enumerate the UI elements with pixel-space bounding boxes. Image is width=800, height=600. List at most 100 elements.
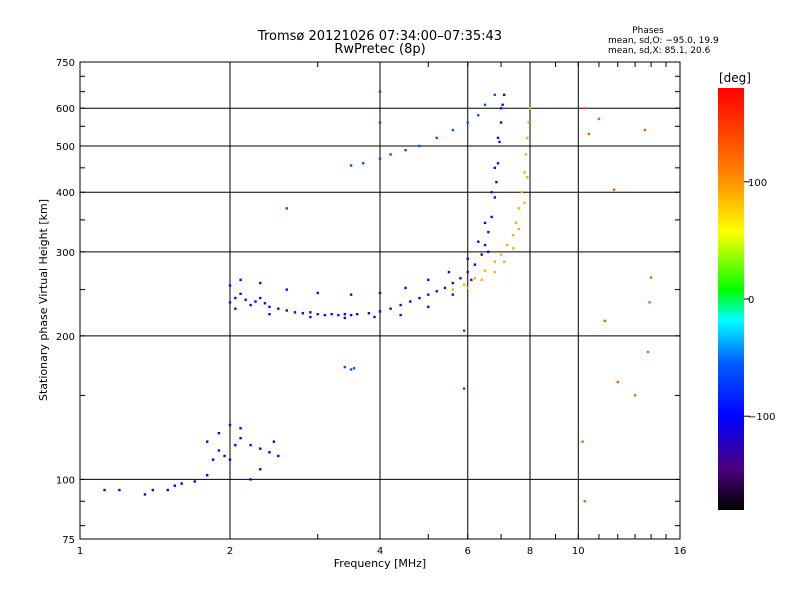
y-tick-label: 200	[56, 332, 75, 343]
data-point	[268, 312, 271, 316]
data-point	[587, 132, 591, 136]
data-point	[103, 488, 106, 492]
data-point	[330, 312, 333, 316]
data-point	[285, 288, 288, 291]
data-point	[343, 365, 347, 369]
y-tick-label: 600	[56, 104, 75, 115]
data-point	[293, 311, 297, 314]
data-point	[480, 278, 483, 282]
data-point	[616, 380, 619, 384]
data-point	[447, 270, 451, 274]
data-point	[583, 500, 586, 503]
data-point	[477, 240, 480, 243]
data-point	[337, 313, 340, 317]
colorbar-ticks: 100 0 −100	[744, 178, 775, 423]
data-point	[501, 103, 504, 107]
data-point	[180, 482, 183, 485]
data-point	[493, 270, 497, 274]
y-tick-labels: 75 100 200 300 400 500 600 750	[56, 58, 75, 546]
data-point	[249, 443, 252, 447]
data-point	[470, 278, 473, 282]
data-point	[234, 443, 237, 447]
chart-title: Tromsø 20121026 07:34:00–07:35:43	[257, 29, 502, 44]
data-point	[499, 121, 503, 124]
data-point	[272, 440, 276, 443]
data-point	[239, 427, 242, 430]
data-point	[517, 227, 521, 231]
y-tick-label: 300	[56, 248, 75, 259]
data-point	[166, 488, 169, 492]
data-point	[483, 221, 487, 225]
data-point	[378, 90, 382, 93]
data-point	[526, 176, 529, 179]
data-point	[316, 291, 319, 295]
colorbar	[718, 88, 744, 510]
data-point	[496, 136, 500, 140]
data-point	[228, 458, 232, 461]
colorbar-tick-label: 100	[748, 178, 767, 189]
data-point	[373, 315, 376, 319]
data-point	[205, 474, 209, 477]
data-point	[427, 278, 430, 282]
data-point	[259, 447, 262, 450]
data-point	[496, 162, 500, 165]
data-point	[277, 454, 280, 458]
data-point	[435, 290, 438, 293]
data-point	[223, 454, 226, 458]
data-point	[451, 281, 455, 285]
data-point	[217, 431, 221, 435]
data-point	[285, 207, 288, 210]
data-point	[603, 319, 606, 323]
data-point	[234, 307, 237, 310]
data-point	[526, 136, 529, 140]
data-point	[483, 103, 487, 107]
y-axis-label: Stationary phase Virtual Height [km]	[37, 199, 50, 401]
data-point	[301, 312, 305, 315]
data-point	[268, 451, 271, 454]
data-point	[234, 296, 237, 300]
data-point	[254, 300, 257, 303]
data-point	[285, 309, 288, 312]
data-point	[517, 207, 521, 210]
data-point	[343, 312, 347, 316]
x-tick-label: 6	[465, 546, 471, 557]
data-point	[404, 286, 407, 290]
data-point	[502, 260, 506, 263]
data-point	[205, 440, 209, 443]
data-point	[646, 350, 650, 354]
data-point	[309, 315, 312, 319]
data-point	[389, 153, 392, 156]
x-tick-label: 8	[527, 546, 533, 557]
data-point	[239, 278, 242, 282]
colorbar-tick-label: −100	[748, 412, 775, 423]
data-point	[143, 493, 147, 496]
data-point	[514, 221, 518, 225]
data-point	[643, 128, 647, 132]
data-point	[378, 291, 382, 295]
data-point	[466, 270, 469, 274]
data-point	[151, 488, 155, 492]
data-point	[523, 201, 526, 205]
colorbar-tick-label: 0	[748, 295, 754, 306]
data-point	[228, 423, 232, 427]
data-point	[309, 311, 312, 314]
data-point	[473, 263, 477, 266]
data-point	[597, 117, 601, 121]
data-point	[244, 298, 247, 301]
data-point	[249, 478, 252, 481]
data-point	[511, 247, 515, 250]
data-point	[466, 286, 469, 290]
data-point	[435, 136, 438, 140]
colorbar-label: [deg]	[719, 71, 751, 85]
data-point	[259, 468, 262, 471]
data-point	[451, 293, 455, 296]
data-point	[443, 286, 447, 290]
data-point	[355, 312, 359, 316]
data-point	[633, 394, 637, 397]
data-point	[480, 253, 483, 256]
data-point	[349, 293, 353, 296]
data-point	[399, 313, 402, 317]
data-point	[418, 296, 421, 300]
x-tick-label: 2	[227, 546, 233, 557]
data-point	[409, 300, 412, 303]
